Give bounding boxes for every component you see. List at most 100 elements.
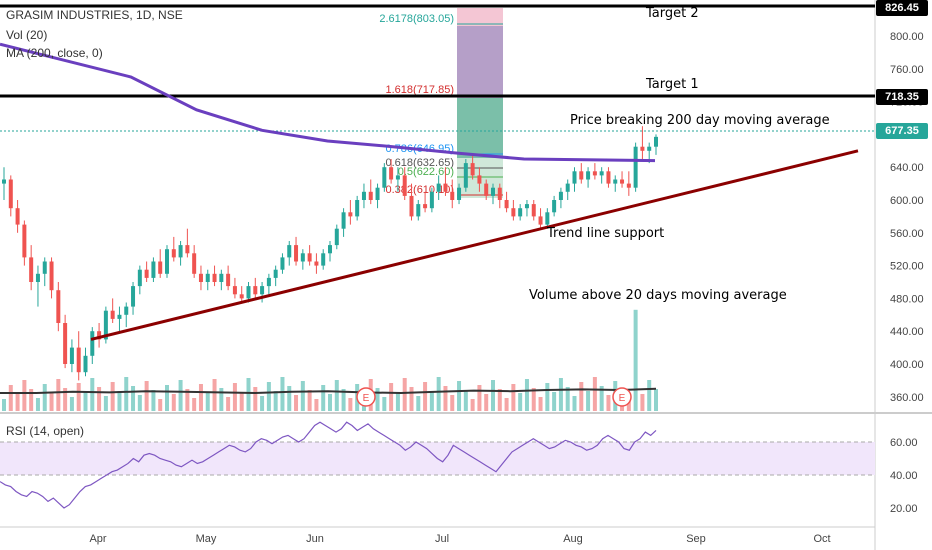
candle-body bbox=[654, 136, 658, 147]
volume-bar bbox=[443, 386, 448, 411]
volume-bar bbox=[334, 380, 339, 411]
volume-bar bbox=[300, 381, 305, 411]
candle-body bbox=[328, 245, 332, 254]
volume-bar bbox=[538, 397, 543, 411]
volume-bar bbox=[131, 386, 136, 411]
volume-bar bbox=[246, 378, 251, 411]
volume-bar bbox=[518, 393, 523, 411]
volume-bar bbox=[192, 398, 197, 411]
volume-bar bbox=[389, 383, 394, 411]
candle-body bbox=[219, 273, 224, 282]
volume-bar bbox=[626, 399, 631, 411]
volume-bar bbox=[321, 385, 326, 411]
volume-bar bbox=[266, 382, 271, 411]
candle-body bbox=[171, 249, 176, 258]
volume-bar bbox=[654, 389, 658, 411]
volume-bar bbox=[226, 397, 231, 411]
volume-bar bbox=[429, 391, 434, 411]
candle-body bbox=[518, 208, 523, 217]
volume-bar bbox=[56, 379, 61, 411]
volume-bar bbox=[110, 382, 115, 411]
time-axis-label: May bbox=[196, 533, 217, 545]
candle-body bbox=[131, 286, 136, 307]
candle-body bbox=[287, 245, 292, 258]
price-axis-tick: 760.00 bbox=[890, 64, 924, 76]
volume-bar bbox=[491, 380, 495, 411]
volume-bar bbox=[531, 388, 536, 411]
candle-body bbox=[246, 286, 251, 299]
candle-body bbox=[226, 273, 231, 287]
volume-bar bbox=[579, 382, 584, 411]
volume-bar bbox=[463, 390, 468, 411]
volume-indicator-label[interactable]: Vol (20) bbox=[6, 28, 48, 42]
candle-body bbox=[436, 183, 441, 192]
time-axis-label: Apr bbox=[89, 533, 106, 545]
candle-body bbox=[389, 167, 394, 180]
time-axis-label: Oct bbox=[813, 533, 830, 545]
volume-bar bbox=[219, 388, 224, 411]
volume-bar bbox=[117, 391, 122, 411]
volume-bar bbox=[253, 387, 258, 411]
candle-body bbox=[402, 175, 407, 196]
candle-body bbox=[470, 163, 475, 176]
candle-body bbox=[423, 204, 428, 209]
volume-bar bbox=[83, 392, 88, 411]
rsi-indicator-label[interactable]: RSI (14, open) bbox=[6, 424, 85, 438]
volume-bar bbox=[76, 383, 81, 411]
candle-body bbox=[524, 204, 529, 209]
volume-bar bbox=[511, 384, 516, 411]
earnings-marker-label: E bbox=[619, 393, 626, 404]
earnings-marker-label: E bbox=[363, 393, 370, 404]
volume-bar bbox=[260, 396, 265, 411]
candle-body bbox=[2, 179, 6, 184]
price-axis-tick: 480.00 bbox=[890, 293, 924, 305]
ma200-line bbox=[0, 42, 656, 163]
candle-body bbox=[192, 253, 197, 274]
fib-zone-mid bbox=[457, 26, 503, 98]
volume-bar bbox=[395, 392, 400, 411]
ma-indicator-label[interactable]: MA (200, close, 0) bbox=[6, 46, 103, 60]
volume-bar bbox=[477, 385, 482, 411]
volume-bar bbox=[565, 387, 570, 411]
candle-body bbox=[110, 310, 115, 319]
candle-body bbox=[531, 204, 536, 217]
volume-bar bbox=[144, 381, 149, 411]
candle-body bbox=[640, 146, 645, 151]
candle-body bbox=[178, 245, 183, 258]
volume-bar bbox=[90, 378, 95, 411]
volume-bar bbox=[124, 377, 129, 411]
candle-body bbox=[198, 273, 203, 282]
candle-body bbox=[463, 163, 468, 188]
candle-body bbox=[205, 273, 210, 282]
volume-bar bbox=[239, 392, 244, 411]
volume-bar bbox=[314, 399, 319, 411]
volume-annotation: Volume above 20 days moving average bbox=[529, 288, 787, 303]
volume-bar bbox=[497, 389, 502, 411]
volume-bar bbox=[592, 377, 597, 411]
volume-bar bbox=[450, 395, 455, 411]
candle-body bbox=[22, 224, 27, 258]
volume-bar bbox=[8, 385, 13, 411]
volume-ma-line bbox=[0, 387, 657, 395]
volume-bar bbox=[348, 398, 353, 411]
fib-level-label: 1.618(717.85) bbox=[386, 84, 455, 96]
volume-bar bbox=[416, 396, 421, 411]
volume-bar bbox=[375, 388, 380, 411]
volume-bar bbox=[2, 399, 6, 411]
volume-bar bbox=[49, 393, 54, 411]
candle-body bbox=[429, 191, 434, 209]
candle-body bbox=[158, 261, 163, 274]
rsi-axis-tick: 40.00 bbox=[890, 470, 918, 482]
price-axis-tick: 400.00 bbox=[890, 359, 924, 371]
volume-bar bbox=[273, 391, 278, 411]
volume-bar bbox=[22, 380, 27, 411]
volume-bar bbox=[69, 397, 74, 411]
chart-title: GRASIM INDUSTRIES, 1D, NSE bbox=[6, 8, 183, 22]
candle-body bbox=[361, 191, 366, 200]
candle-body bbox=[56, 290, 61, 323]
candle-body bbox=[450, 191, 455, 200]
time-axis-label: Jun bbox=[306, 533, 324, 545]
volume-bar bbox=[15, 394, 20, 411]
candle-body bbox=[124, 306, 129, 315]
price-axis-tick: 520.00 bbox=[890, 261, 924, 273]
